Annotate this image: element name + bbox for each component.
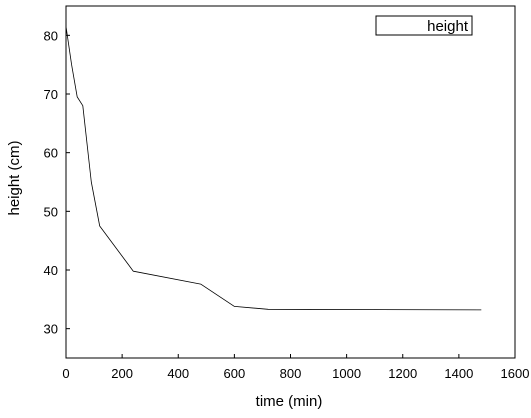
y-tick-label: 80 [44, 28, 58, 43]
x-tick-label: 400 [167, 366, 189, 381]
y-tick-label: 50 [44, 204, 58, 219]
x-tick-label: 600 [224, 366, 246, 381]
y-tick-label: 60 [44, 146, 58, 161]
x-tick-label: 1200 [388, 366, 417, 381]
y-tick-label: 70 [44, 87, 58, 102]
x-tick-label: 800 [280, 366, 302, 381]
series-line-height [65, 26, 482, 311]
x-tick-label: 1600 [501, 366, 530, 381]
legend-label: height [427, 18, 469, 35]
x-tick-label: 0 [62, 366, 69, 381]
legend-box [375, 15, 473, 36]
y-tick-label: 30 [44, 322, 58, 337]
x-axis-title: time (min) [256, 393, 323, 410]
y-tick-label: 40 [44, 263, 58, 278]
x-tick-label: 200 [111, 366, 133, 381]
x-tick-label: 1400 [444, 366, 473, 381]
x-tick-label: 1000 [332, 366, 361, 381]
legend: height [375, 15, 473, 36]
y-axis-title: height (cm) [6, 140, 23, 215]
